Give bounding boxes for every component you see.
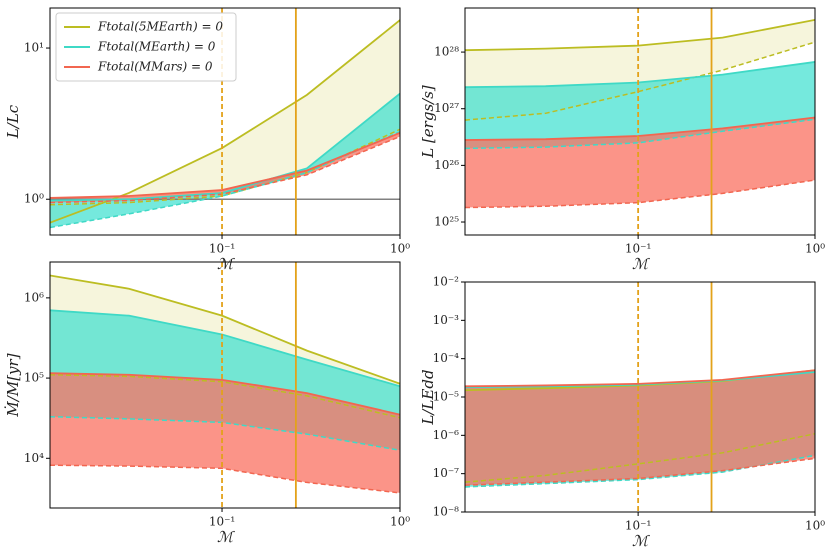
band-fill <box>50 20 400 223</box>
axes-frame <box>49 261 401 509</box>
x-axis-label: ℳ <box>217 528 235 546</box>
y-tick-label: 10⁴ <box>24 451 44 465</box>
band-fill <box>465 370 815 486</box>
y-tick-label: 10⁻⁵ <box>433 390 460 404</box>
x-axis-label: ℳ <box>217 255 235 273</box>
y-tick-label: 10⁵ <box>24 371 44 385</box>
legend-label: Ftotal(5MEarth) = 0 <box>97 20 223 34</box>
x-tick-label: 10⁰ <box>390 515 410 529</box>
upper-line <box>50 274 400 385</box>
x-axis-label: ℳ <box>632 532 650 550</box>
y-tick-label: 10⁻⁷ <box>433 466 460 480</box>
panel: 10⁻¹ 10⁰ 10⁻⁸ 10⁻⁷ 10⁻⁶ 10⁻⁵ 10⁻⁴ 10⁻³ 10⁻² ℳ L/LE… <box>419 275 825 550</box>
upper-line <box>465 19 815 52</box>
band-fill <box>50 373 400 493</box>
y-tick-label: 10⁰ <box>24 192 44 206</box>
panel: 10⁻¹ 10⁰ 10²⁵ 10²⁶ 10²⁷ 10²⁸ ℳ L [ergs/s] <box>419 7 825 273</box>
band-fill <box>465 117 815 208</box>
legend-label: Ftotal(MEarth) = 0 <box>97 40 216 54</box>
y-tick-label: 10²⁶ <box>434 158 459 172</box>
lower-line <box>465 433 815 483</box>
lower-line <box>465 118 815 150</box>
y-tick-label: 10⁻³ <box>433 313 460 327</box>
plot-area <box>465 8 815 235</box>
x-tick-label: 10⁻¹ <box>209 242 235 256</box>
y-tick-label: 10²⁸ <box>434 45 459 59</box>
plot-area <box>50 8 400 235</box>
axes-frame <box>49 7 401 236</box>
x-tick-label: 10⁻¹ <box>209 515 235 529</box>
panel: 10⁻¹ 10⁰ 10⁴ 10⁵ 10⁶ ℳ Ṁ/M[yr] <box>4 261 410 546</box>
y-axis-label: Ṁ/M[yr] <box>4 353 22 417</box>
band-fill <box>465 61 815 149</box>
y-tick-label: 10²⁷ <box>434 101 459 115</box>
y-tick-label: 10²⁵ <box>434 215 459 229</box>
legend-box <box>55 12 237 82</box>
legend-label: Ftotal(MMars) = 0 <box>97 60 213 74</box>
lower-line <box>50 130 400 229</box>
x-tick-label: 10⁰ <box>390 242 410 256</box>
y-tick-label: 10⁻⁴ <box>433 351 460 365</box>
y-axis-label: L/Lc <box>4 104 22 139</box>
upper-line <box>50 372 400 416</box>
y-tick-label: 10⁻² <box>433 275 460 289</box>
upper-line <box>50 131 400 199</box>
y-axis-label: L/LEdd <box>419 369 437 425</box>
x-tick-label: 10⁰ <box>805 519 825 533</box>
x-tick-label: 10⁰ <box>805 242 825 256</box>
y-tick-label: 10⁻⁸ <box>433 505 460 519</box>
y-tick-label: 10¹ <box>24 41 44 55</box>
x-tick-label: 10⁻¹ <box>625 242 651 256</box>
y-tick-label: 10⁻⁶ <box>433 428 460 442</box>
x-tick-label: 10⁻¹ <box>625 519 651 533</box>
plot-area <box>465 282 815 512</box>
x-axis-label: ℳ <box>632 255 650 273</box>
lower-line <box>465 457 815 486</box>
plot-area <box>50 262 400 508</box>
lower-line <box>50 464 400 494</box>
legend: Ftotal(5MEarth) = 0 Ftotal(MEarth) = 0 Fto… <box>55 12 237 82</box>
lower-line <box>50 374 400 419</box>
y-tick-label: 10⁶ <box>24 290 44 304</box>
y-axis-label: L [ergs/s] <box>419 85 437 159</box>
lower-line <box>465 179 815 209</box>
upper-line <box>465 369 815 388</box>
axes-frame <box>464 7 816 236</box>
